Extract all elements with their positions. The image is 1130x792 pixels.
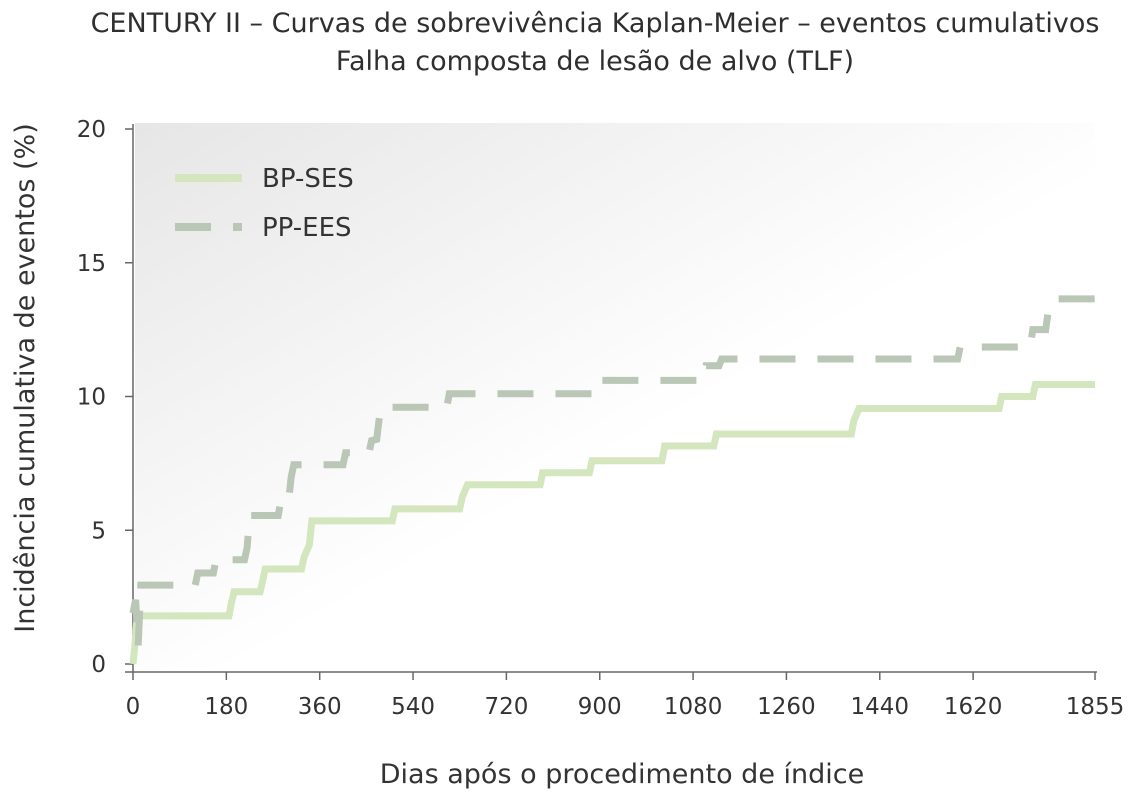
legend: BP-SES PP-EES [175,164,354,243]
plot-background [135,123,1095,670]
y-tick-label: 10 [77,385,106,411]
series-line-pp-ees [129,295,1095,646]
y-tick-label: 15 [77,251,106,277]
x-axis-title: Dias após o procedimento de índice [380,759,864,790]
y-tick-label: 0 [91,652,106,678]
x-tick-label: 540 [391,694,435,720]
x-tick-label: 0 [126,694,141,720]
x-tick-label: 1855 [1066,694,1125,720]
y-tick-label: 20 [77,117,106,143]
series-line-bp-ses [129,381,1095,665]
x-tick-label: 1440 [851,694,910,720]
x-tick-label: 720 [484,694,528,720]
x-tick-label: 360 [298,694,342,720]
chart-subtitle: Falha composta de lesão de alvo (TLF) [335,46,855,77]
x-tick-label: 1620 [944,694,1003,720]
y-tick-label: 5 [91,518,106,544]
x-tick-label: 900 [578,694,622,720]
chart-title: CENTURY II – Curvas de sobrevivência Kap… [90,8,1100,39]
legend-label-pp-ees: PP-EES [262,213,352,243]
x-tick-label: 180 [204,694,248,720]
legend-label-bp-ses: BP-SES [262,164,354,194]
x-tick-label: 1260 [757,694,816,720]
x-tick-label: 1080 [664,694,723,720]
y-axis-title: Incidência cumulativa de eventos (%) [10,123,41,633]
